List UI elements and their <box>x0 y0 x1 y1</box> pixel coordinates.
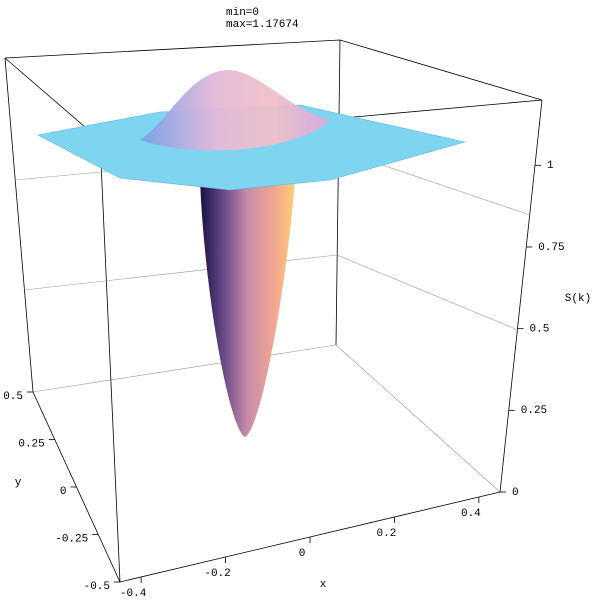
x-tick-label: 0 <box>299 548 306 560</box>
x-tick-label: -0.4 <box>120 588 147 600</box>
z-tick-label: 1 <box>547 160 554 172</box>
x-tick-label: 0.4 <box>461 508 481 520</box>
y-tick-label: -0.5 <box>84 581 110 593</box>
y-tick-label: 0.25 <box>18 438 44 450</box>
z-tick-label: 0.75 <box>538 242 564 254</box>
y-tick-label: 0 <box>60 486 67 498</box>
y-axis-label: y <box>15 477 22 489</box>
x-tick-label: -0.2 <box>204 568 230 580</box>
surface <box>37 70 466 437</box>
z-tick-label: 0.25 <box>521 405 547 417</box>
y-tick-label: 0.5 <box>3 391 23 403</box>
y-tick-label: -0.25 <box>55 533 88 545</box>
z-tick-label: 0.5 <box>530 324 550 336</box>
x-axis-label: x <box>320 579 327 591</box>
title-line: max=1.17674 <box>226 19 299 31</box>
x-tick-label: 0.2 <box>377 528 397 540</box>
title-line: min=0 <box>226 7 259 19</box>
z-tick-label: 0 <box>512 487 519 499</box>
z-axis-label: S(k) <box>565 293 591 305</box>
